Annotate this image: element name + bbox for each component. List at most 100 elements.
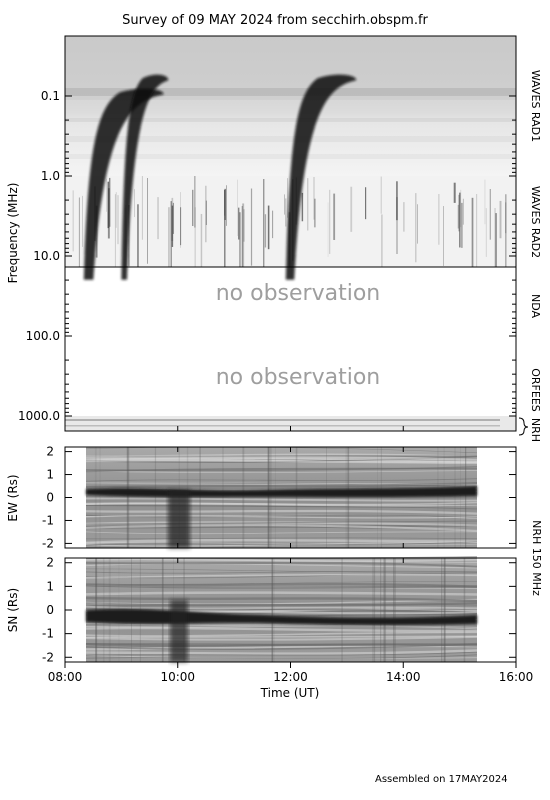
- nrh-texture-line: [85, 642, 478, 648]
- nrh-texture-line: [85, 509, 478, 515]
- nrh-texture-line: [85, 520, 478, 525]
- pos-tick-label: 1: [46, 468, 54, 482]
- time-axis: 08:00 10:00 12:00 14:00 16:00: [48, 426, 534, 684]
- rad1-band-low2: [65, 154, 516, 159]
- time-tick-label: 10:00: [160, 670, 195, 684]
- ew-axis: 2 1 0 -1 -2: [42, 445, 516, 550]
- assembled-date: Assembled on 17MAY2024: [375, 774, 508, 785]
- freq-tick-label: 100.0: [26, 329, 60, 343]
- nrh-texture-line: [85, 591, 478, 596]
- nrh-texture-line: [85, 602, 478, 608]
- instrument-label-nda: NDA: [529, 294, 542, 319]
- freq-tick-label: 10.0: [33, 249, 60, 263]
- rad1-band-light: [65, 100, 516, 112]
- nrh-texture-line: [85, 582, 478, 589]
- nrh-texture-line: [85, 635, 478, 641]
- nrh-texture-line: [85, 654, 478, 659]
- frequency-axis-label: Frequency (MHz): [6, 183, 20, 284]
- no-observation-region: [65, 267, 516, 416]
- nrh-texture-line: [85, 584, 478, 589]
- instrument-label-nrh: NRH: [529, 418, 542, 442]
- time-tick-label: 12:00: [273, 670, 308, 684]
- nrh-texture-line: [85, 455, 478, 462]
- nrh-texture-line: [85, 531, 478, 535]
- nrh-texture-line: [85, 459, 478, 464]
- nrh-texture-line: [85, 482, 478, 487]
- pos-tick-label: 1: [46, 579, 54, 593]
- dynamic-spectrum-panel: no observation no observation 0.1 1.0 10.0…: [6, 35, 542, 442]
- sn-axis-label: SN (Rs): [6, 588, 20, 632]
- nrh-texture-line: [85, 573, 478, 579]
- pos-tick-label: 0: [46, 603, 54, 617]
- nrh-texture-line: [85, 541, 478, 547]
- ew-event-dark: [168, 490, 190, 548]
- sn-event-dark: [170, 600, 188, 662]
- radio-bursts: [83, 74, 357, 280]
- nrh-texture-line: [85, 482, 478, 489]
- time-axis-label: Time (UT): [260, 686, 320, 700]
- burst-1: [83, 88, 164, 280]
- time-tick-label: 16:00: [499, 670, 534, 684]
- rad1-band-dark: [65, 88, 516, 96]
- nrh-texture-line: [85, 635, 478, 639]
- nrh-texture-line: [85, 568, 478, 574]
- pos-tick-label: -2: [42, 650, 54, 664]
- chart-title: Survey of 09 MAY 2024 from secchirh.obsp…: [122, 13, 428, 28]
- nrh-texture-line: [85, 624, 478, 628]
- nrh-texture-line: [85, 596, 478, 603]
- nrh-strip-line: [65, 419, 500, 421]
- freq-tick-label: 1000.0: [18, 409, 60, 423]
- nrh-texture-line: [85, 524, 478, 532]
- nrh-texture-line: [85, 631, 478, 637]
- frequency-axis: 0.1 1.0 10.0 100.0 1000.0: [18, 89, 516, 423]
- nrh-texture-line: [85, 563, 478, 569]
- pos-tick-label: 2: [46, 445, 54, 459]
- pos-tick-label: -2: [42, 536, 54, 550]
- pos-tick-label: -1: [42, 513, 54, 527]
- ew-data-background: [86, 447, 477, 548]
- nrh-texture-line: [85, 537, 478, 540]
- nrh-texture-line: [85, 501, 478, 506]
- pos-tick-label: 0: [46, 491, 54, 505]
- nrh-texture-line: [85, 649, 478, 655]
- ew-axis-label: EW (Rs): [6, 474, 20, 521]
- burst-3: [285, 74, 357, 280]
- nrh-strip-line2: [65, 425, 500, 427]
- nrh-texture-line: [85, 478, 478, 482]
- nrh-texture-line: [85, 541, 478, 546]
- instrument-label-rad1: WAVES RAD1: [529, 70, 542, 142]
- instrument-label-orfees: ORFEES: [529, 368, 542, 412]
- nrh-texture-line: [85, 497, 478, 502]
- nrh-texture-line: [85, 570, 478, 574]
- freq-tick-label: 0.1: [41, 89, 60, 103]
- nrh-texture-line: [85, 561, 478, 568]
- nrh-texture-line: [85, 504, 478, 508]
- nrh-texture-line: [85, 515, 478, 519]
- freq-tick-label: 1.0: [41, 169, 60, 183]
- nrh-ew-panel: 2 1 0 -1 -2 EW (Rs): [6, 445, 517, 550]
- no-observation-label-2: no observation: [216, 365, 381, 390]
- nrh-texture-line: [85, 581, 478, 585]
- nrh-texture-line: [85, 538, 478, 545]
- nrh-texture-line: [85, 626, 478, 633]
- sn-axis: 2 1 0 -1 -2: [42, 556, 516, 664]
- rad1-band-mid: [65, 118, 516, 122]
- nrh-texture-line: [85, 643, 478, 651]
- nrh-label: NRH 150 MHz: [530, 520, 543, 596]
- no-observation-label-1: no observation: [216, 281, 381, 306]
- time-tick-label: 08:00: [48, 670, 83, 684]
- nrh-bracket: [518, 417, 529, 436]
- rad1-band-low: [65, 136, 516, 142]
- nrh-texture-line: [85, 625, 478, 630]
- nrh-texture-line: [85, 605, 478, 610]
- nrh-texture-line: [85, 470, 478, 473]
- instrument-label-rad2: WAVES RAD2: [529, 186, 542, 258]
- nrh-texture-line: [85, 651, 478, 656]
- nrh-texture-line: [85, 467, 478, 473]
- burst-2: [121, 74, 169, 280]
- pos-tick-label: -1: [42, 627, 54, 641]
- time-tick-label: 14:00: [386, 670, 421, 684]
- nrh-sn-panel: 2 1 0 -1 -2 SN (Rs): [6, 556, 517, 664]
- pos-tick-label: 2: [46, 556, 54, 570]
